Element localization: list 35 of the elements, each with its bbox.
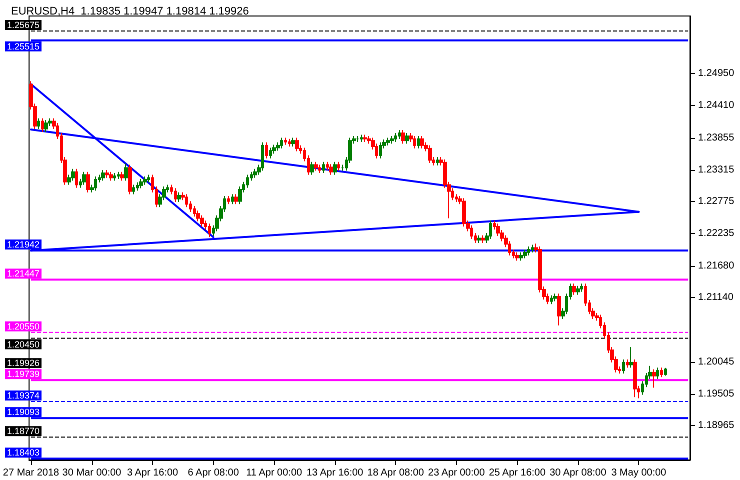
x-tick-label: 23 Apr 00:00	[428, 468, 486, 478]
y-tick-label: 1.19505	[698, 388, 735, 400]
y-tick-label: 1.20045	[698, 356, 735, 368]
ref-line-label: 1.19739	[7, 369, 40, 380]
ref-line-label: 1.18403	[7, 448, 40, 458]
x-tick-label: 30 Apr 08:00	[550, 468, 607, 478]
y-tick-label: 1.24950	[698, 68, 735, 80]
x-tick-label: 30 Mar 00:00	[62, 468, 122, 478]
ref-line-label: 1.21942	[7, 240, 40, 250]
ref-line-label: 1.18770	[7, 426, 40, 436]
x-tick-label: 3 May 00:00	[611, 468, 667, 478]
ref-line-label: 1.25515	[7, 41, 40, 52]
x-tick-label: 6 Apr 08:00	[188, 468, 240, 478]
ref-line-label: 1.20550	[7, 321, 40, 332]
x-tick-label: 27 Mar 2018	[2, 468, 60, 478]
x-tick-label: 18 Apr 08:00	[367, 468, 424, 478]
y-tick-label: 1.23315	[698, 164, 735, 176]
y-tick-label: 1.22775	[698, 196, 735, 208]
annotation: 1.19926	[7, 358, 40, 368]
chart-title: EURUSD,H4 1.19835 1.19947 1.19814 1.19926	[11, 6, 249, 18]
y-tick-label: 1.23855	[698, 132, 735, 144]
y-tick-label: 1.24410	[698, 100, 735, 111]
x-tick-label: 3 Apr 16:00	[126, 468, 179, 478]
x-tick-label: 13 Apr 16:00	[306, 468, 364, 478]
y-tick-label: 1.21140	[698, 292, 734, 304]
ref-line-label: 1.25675	[7, 20, 40, 30]
y-tick-label: 1.18965	[698, 420, 735, 432]
y-tick-label: 1.21680	[698, 260, 735, 272]
y-tick-label: 1.22235	[698, 228, 735, 239]
ref-line-label: 1.19374	[7, 390, 40, 401]
x-tick-label: 11 Apr 00:00	[246, 468, 303, 478]
ref-line-label: 1.19093	[7, 407, 40, 418]
ref-line-label: 1.20450	[7, 339, 40, 350]
ref-line-label: 1.21447	[7, 268, 40, 279]
x-tick-label: 25 Apr 16:00	[488, 468, 546, 478]
